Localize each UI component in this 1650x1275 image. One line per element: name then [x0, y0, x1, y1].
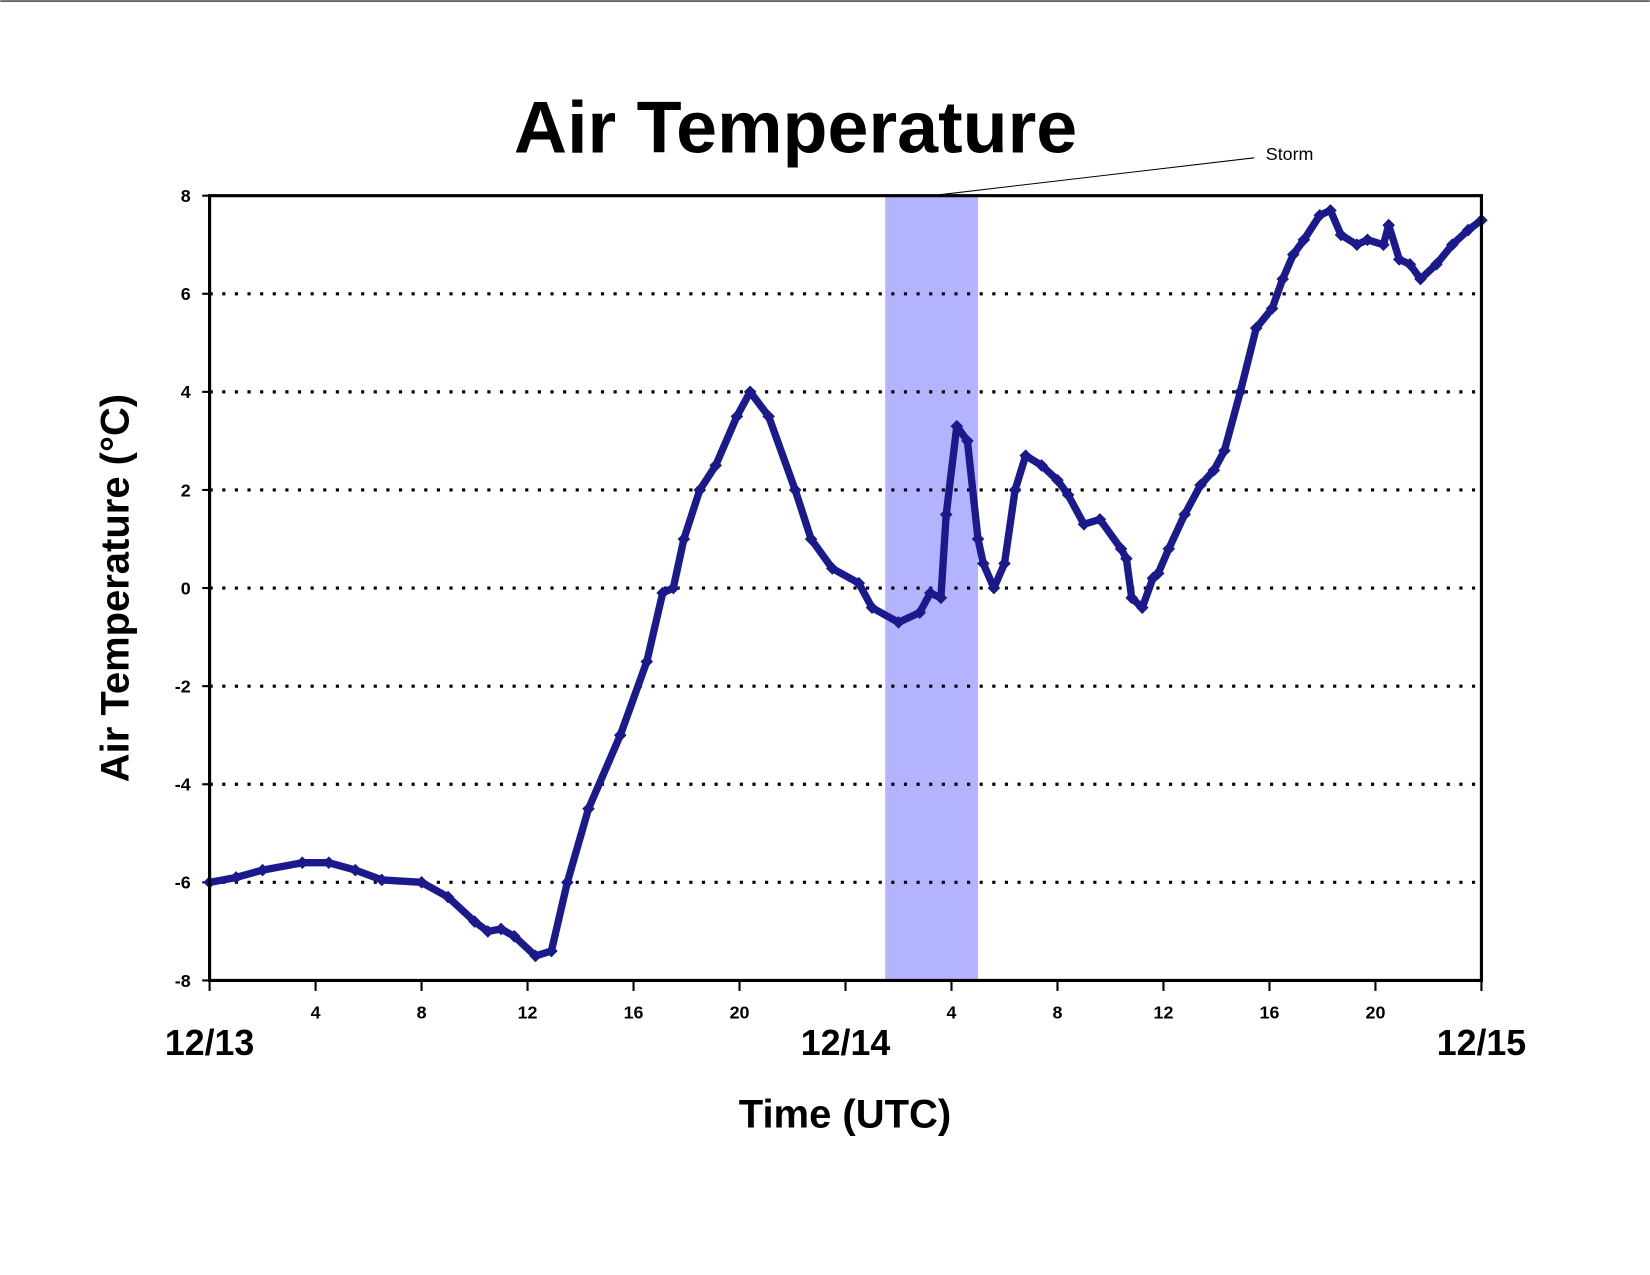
data-point [1350, 238, 1364, 252]
data-point [441, 890, 455, 904]
data-point [950, 419, 964, 433]
data-point [468, 915, 481, 928]
data-point [976, 557, 990, 570]
data-point [415, 876, 428, 889]
y-tick-label: -6 [175, 873, 191, 893]
data-point [640, 655, 654, 668]
y-tick-label: 2 [181, 480, 191, 500]
data-point [693, 483, 707, 497]
data-point [322, 856, 336, 870]
y-tick-label: 4 [181, 382, 191, 402]
data-point [1414, 272, 1427, 286]
x-axis-label: Time (UTC) [739, 1093, 951, 1137]
data-point [1249, 321, 1263, 335]
plot-frame [208, 194, 1484, 983]
x-tick-label: 16 [624, 1002, 644, 1022]
data-point [1430, 258, 1443, 271]
data-point [804, 532, 818, 546]
x-tick-label: 8 [1053, 1002, 1063, 1022]
data-point [923, 586, 937, 600]
data-point [1008, 483, 1022, 497]
y-tick-label: -8 [175, 971, 191, 991]
x-tick-label: 12 [1154, 1002, 1174, 1022]
chart-title: Air Temperature [514, 86, 1077, 169]
data-point [1361, 233, 1374, 247]
data-point [375, 873, 389, 887]
data-point [730, 410, 744, 423]
data-point [709, 459, 722, 472]
data-point [971, 532, 985, 546]
x-tick-label: 8 [417, 1002, 427, 1022]
data-point [1178, 508, 1191, 521]
data-point [1403, 258, 1417, 271]
data-point [677, 532, 691, 546]
data-point [1093, 513, 1107, 526]
data-point [987, 581, 1001, 595]
data-point [825, 562, 839, 575]
y-tick-label: 8 [181, 186, 191, 206]
data-point [1114, 542, 1128, 556]
y-tick-label: -2 [175, 676, 191, 696]
y-tick-label: 6 [181, 284, 191, 304]
x-tick-label: 4 [311, 1002, 321, 1022]
x-date-label: 12/13 [165, 1023, 254, 1063]
data-point [529, 949, 542, 963]
data-point [349, 863, 362, 877]
data-point [256, 863, 269, 877]
storm-label: Storm [1266, 144, 1314, 164]
data-point [1019, 449, 1033, 462]
series-line [205, 206, 1486, 960]
data-point [934, 591, 948, 605]
x-tick-label: 16 [1260, 1002, 1280, 1022]
data-point [762, 410, 775, 423]
data-point [913, 606, 927, 619]
data-point [1218, 444, 1231, 458]
x-date-label: 12/15 [1437, 1023, 1526, 1063]
data-point [998, 557, 1011, 570]
data-point [1324, 204, 1337, 217]
y-axis-label: Air Temperature (°C) [94, 394, 138, 782]
data-point [1286, 248, 1300, 261]
y-tick-label: 0 [181, 578, 191, 598]
data-point [865, 601, 879, 614]
data-point [582, 802, 595, 816]
x-tick-label: 20 [1366, 1002, 1386, 1022]
y-tick-label: -4 [175, 775, 191, 795]
data-point [1334, 228, 1348, 242]
x-tick-label: 12 [518, 1002, 538, 1022]
data-point [1061, 488, 1075, 502]
data-point [892, 616, 905, 629]
data-point [494, 922, 508, 936]
data-point [507, 929, 521, 943]
data-point [961, 434, 974, 448]
data-point [852, 576, 866, 590]
data-point [788, 483, 802, 497]
data-point [1051, 473, 1064, 487]
data-point [939, 508, 953, 521]
data-point [1135, 601, 1149, 614]
data-point [560, 876, 574, 889]
storm-leader [931, 157, 1255, 197]
data-point [613, 728, 627, 742]
data-point [229, 871, 243, 884]
data-point [1125, 591, 1138, 605]
data-point [656, 586, 669, 600]
x-date-label: 12/14 [801, 1023, 891, 1063]
data-point [1445, 238, 1459, 252]
data-point [296, 856, 309, 870]
data-point [666, 581, 680, 595]
data-point [743, 385, 757, 399]
x-tick-label: 20 [730, 1002, 750, 1022]
data-point [481, 925, 495, 938]
x-tick-label: 4 [947, 1002, 957, 1022]
data-point [545, 944, 558, 958]
data-point [1120, 552, 1133, 565]
